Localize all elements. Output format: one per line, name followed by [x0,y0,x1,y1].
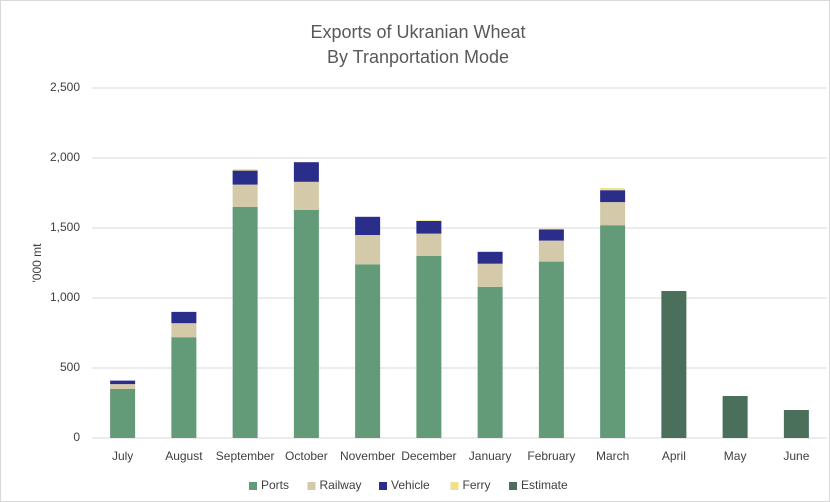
bar-segment [171,323,197,338]
legend-swatch [307,482,316,490]
x-tick-label: June [783,449,809,463]
x-tick-label: March [596,449,629,463]
y-tick-label: 0 [73,430,80,444]
y-tick-label: 2,000 [50,150,80,164]
bar-segment [293,162,319,182]
y-axis-label: '000 mt [30,243,44,283]
x-tick-label: January [469,449,512,463]
legend-swatch [450,482,459,490]
y-tick-label: 1,500 [50,220,80,234]
bar-segment [661,291,687,438]
chart-subtitle: By Tranportation Mode [327,47,509,67]
bar-segment [232,169,258,171]
x-tick-label: October [285,449,328,463]
bar-segment [416,220,442,221]
x-tick-label: December [401,449,456,463]
bar-segment [538,228,564,230]
bar-segment [171,312,197,324]
legend-label: Ports [261,478,289,492]
bar-segment [600,190,626,203]
bar-segment [110,384,136,389]
bar-segment [416,233,442,256]
bar-segment [538,261,564,438]
x-tick-label: August [165,449,203,463]
bar-segment [171,337,197,438]
bar-segment [232,184,258,207]
bar-segment [355,235,381,265]
x-tick-label: April [662,449,686,463]
bar-segment [477,263,503,287]
chart-title: Exports of Ukranian Wheat [310,22,525,42]
legend-label: Estimate [521,478,568,492]
x-tick-label: February [527,449,575,463]
bar-segment [722,396,748,438]
bar-segment [110,380,136,385]
bar-segment [110,389,136,438]
legend-swatch [249,482,257,490]
y-tick-label: 2,500 [50,80,80,94]
bar-segment [783,410,809,438]
x-tick-label: September [216,449,275,463]
bar-segment [538,240,564,262]
x-tick-label: July [112,449,133,463]
bar-segment [600,188,626,191]
bar-segment [293,209,319,438]
bar-segment [355,264,381,438]
bar-segment [171,311,197,312]
bar-segment [477,286,503,438]
bar-segment [232,207,258,438]
legend-swatch [509,482,517,490]
bar-segment [538,229,564,241]
y-tick-label: 500 [60,360,80,374]
x-tick-label: November [340,449,395,463]
legend-swatch [379,482,387,490]
bar-segment [232,170,258,185]
bar-segment [477,251,503,264]
bar-segment [293,181,319,210]
bar-segment [600,202,626,226]
legend-label: Ferry [463,478,491,492]
bar-segment [355,216,381,235]
bar-segment [416,221,442,234]
bar-segment [600,225,626,438]
legend-label: Vehicle [391,478,430,492]
x-tick-label: May [724,449,747,463]
legend-label: Railway [320,478,362,492]
bar-segment [416,256,442,438]
y-tick-label: 1,000 [50,290,80,304]
